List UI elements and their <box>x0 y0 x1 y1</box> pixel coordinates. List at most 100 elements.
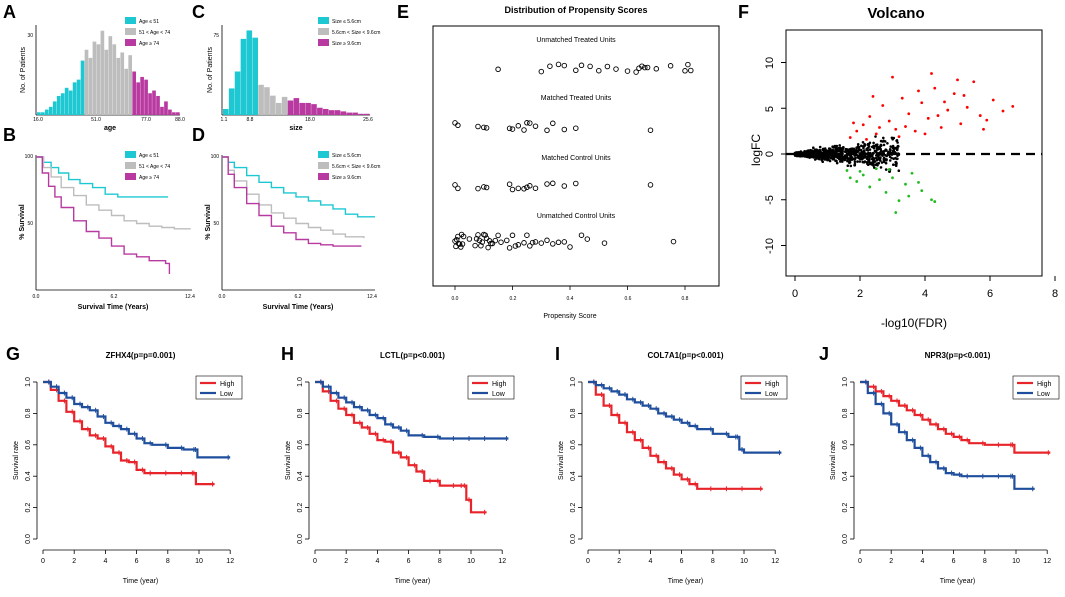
volcano-point-ns <box>892 157 895 160</box>
histogram-bar <box>100 30 105 115</box>
legend-label: Age ≤ 51 <box>139 153 159 159</box>
propensity-point <box>647 127 654 133</box>
y-tick-label: 0.4 <box>297 471 304 481</box>
propensity-point <box>624 68 631 74</box>
histogram-bar <box>152 90 156 115</box>
propensity-point <box>561 62 568 69</box>
histogram-bars <box>37 30 180 115</box>
propensity-point <box>567 244 573 250</box>
volcano-point-ns <box>892 149 895 153</box>
x-tick-label: 77.0 <box>141 117 151 123</box>
propensity-point <box>688 67 694 74</box>
propensity-point <box>456 241 463 247</box>
volcano-point-ns <box>884 168 888 171</box>
legend-swatch <box>125 39 136 46</box>
histogram-bar <box>346 112 353 115</box>
histogram-bar <box>120 52 125 115</box>
x-tick-label: 6.2 <box>111 294 118 300</box>
histogram-bar <box>172 112 176 115</box>
propensity-point <box>492 237 499 244</box>
legend-swatch <box>318 162 329 169</box>
volcano-point-ns <box>879 159 882 162</box>
histogram-bar <box>148 93 152 115</box>
volcano-point-ns <box>832 146 835 149</box>
km-curve-high <box>43 380 215 486</box>
volcano-point-ns <box>879 166 883 169</box>
propensity-point <box>498 239 504 245</box>
volcano-point-ns <box>798 152 801 156</box>
volcano-point-ns <box>865 161 869 164</box>
legend-label: 5.6cm < Size < 9.6cm <box>332 164 380 170</box>
propensity-point <box>561 183 568 189</box>
volcano-point-up <box>855 129 859 133</box>
volcano-point-ns <box>847 148 850 152</box>
histogram-bar <box>287 100 294 115</box>
volcano-point-ns <box>839 160 842 163</box>
volcano-point-ns <box>818 145 822 149</box>
propensity-point <box>521 127 527 133</box>
volcano-point-up <box>897 135 901 139</box>
volcano-point-up <box>959 122 963 126</box>
volcano-point-ns <box>818 154 822 158</box>
volcano-point-ns <box>834 148 837 151</box>
volcano-point-ns <box>856 160 859 163</box>
volcano-point-down <box>861 173 865 177</box>
y-tick-label: 100 <box>25 154 34 160</box>
propensity-point <box>538 240 545 246</box>
volcano-point-ns <box>892 163 895 166</box>
legend: High Low <box>740 375 788 400</box>
propensity-point <box>512 243 519 249</box>
volcano-point-ns <box>846 157 850 161</box>
propensity-point <box>578 232 585 238</box>
legend: Size ≤ 5.6cm 5.6cm < Size < 9.6cm Size ≥… <box>318 151 380 181</box>
km-panel-zfhx4: 0 2 4 6 8 10 12 1.0 0.8 0.6 0.4 0.2 0.0 ZFHX4(p=p=0.0… <box>13 351 243 585</box>
histogram-bar <box>128 55 133 115</box>
x-axis-label: Survival Time (Years) <box>78 304 149 311</box>
propensity-point <box>550 120 556 127</box>
volcano-point-ns <box>858 157 862 161</box>
x-axis-label: Propensity Score <box>543 313 596 320</box>
propensity-point <box>524 232 530 238</box>
histogram-bar <box>293 98 300 115</box>
volcano-point-ns <box>889 145 892 148</box>
propensity-point <box>639 63 645 69</box>
legend-label: Low <box>220 391 234 398</box>
histogram-bar <box>112 44 117 115</box>
volcano-point-ns <box>895 157 898 161</box>
propensity-point <box>532 185 539 191</box>
y-tick-label: 50 <box>27 221 33 227</box>
volcano-point-ns <box>885 158 888 161</box>
propensity-point <box>647 182 654 188</box>
volcano-point-ns <box>888 159 892 162</box>
volcano-point-ns <box>853 160 857 164</box>
volcano-point-ns <box>856 154 860 158</box>
histogram-bar <box>37 112 41 115</box>
legend-box <box>195 375 243 400</box>
propensity-point <box>506 245 513 251</box>
y-axis-label: % Survival <box>205 204 212 239</box>
volcano-point-ns <box>849 155 853 158</box>
y-tick-label: 0.0 <box>842 534 849 544</box>
x-tick-label: 12.4 <box>367 294 377 300</box>
x-tick-label: 10 <box>195 558 203 565</box>
legend-swatch <box>318 28 329 35</box>
propensity-point <box>527 243 533 249</box>
x-tick-label: 0 <box>586 558 590 565</box>
volcano-point-ns <box>807 150 811 153</box>
volcano-point-up <box>923 132 927 136</box>
y-tick-label: 0.6 <box>297 440 304 450</box>
volcano-point-down <box>904 182 907 186</box>
volcano-point-ns <box>810 155 813 158</box>
histogram-bar <box>144 79 148 115</box>
propensity-point <box>596 67 602 74</box>
volcano-point-down <box>891 176 894 180</box>
x-tick-label: 0 <box>41 558 45 565</box>
legend-swatch <box>125 151 136 158</box>
group-label: Matched Treated Units <box>541 95 612 102</box>
y-tick-label: 0.6 <box>570 440 577 450</box>
volcano-point-down <box>907 194 911 198</box>
propensity-point <box>509 232 516 239</box>
propensity-point <box>547 63 553 69</box>
volcano-point-up <box>848 136 852 139</box>
histogram-bar <box>76 79 81 115</box>
